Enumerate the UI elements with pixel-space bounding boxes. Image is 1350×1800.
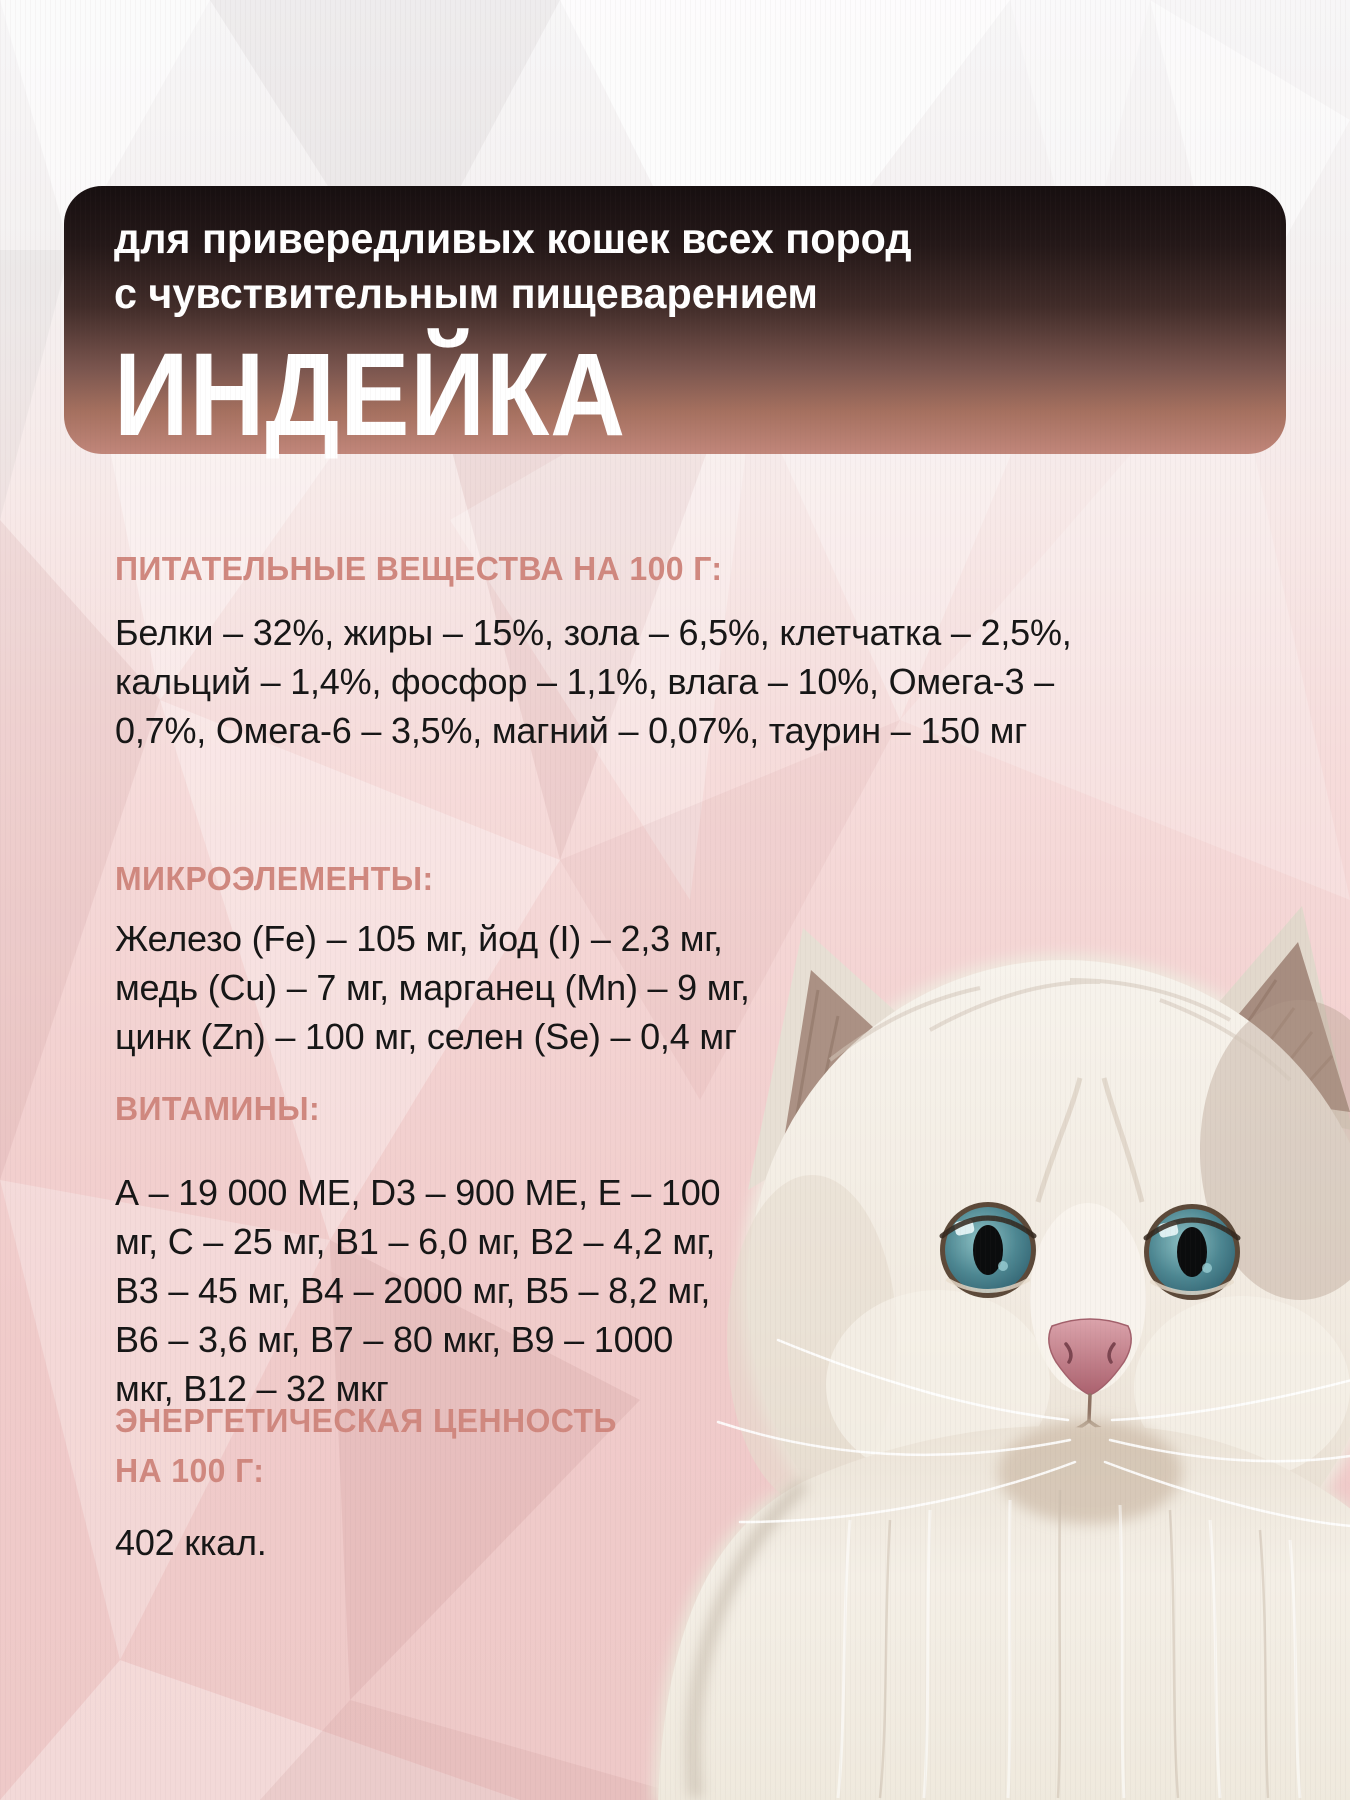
microelements-line: медь (Cu) – 7 мг, марганец (Mn) – 9 мг, bbox=[115, 967, 750, 1008]
nutrients-text: Белки – 32%, жиры – 15%, зола – 6,5%, кл… bbox=[115, 608, 1072, 755]
nutrients-heading: ПИТАТЕЛЬНЫЕ ВЕЩЕСТВА НА 100 Г: bbox=[115, 550, 723, 587]
banner-subtitle-line2: с чувствительным пищеварением bbox=[114, 270, 818, 318]
vitamins-line: А – 19 000 МЕ, D3 – 900 МЕ, Е – 100 bbox=[115, 1172, 721, 1213]
energy-value: 402 ккал. bbox=[115, 1518, 267, 1567]
cat-left-eye bbox=[939, 1202, 1037, 1298]
product-banner: для привередливых кошек всех пород с чув… bbox=[64, 186, 1286, 457]
microelements-text: Железо (Fe) – 105 мг, йод (I) – 2,3 мг, … bbox=[115, 914, 750, 1061]
cat-nose bbox=[1048, 1318, 1132, 1396]
energy-heading-line2: НА 100 Г: bbox=[115, 1452, 265, 1489]
vitamins-line: мкг, В12 – 32 мкг bbox=[115, 1368, 389, 1409]
cat-right-eye bbox=[1143, 1204, 1241, 1300]
vitamins-line: мг, С – 25 мг, В1 – 6,0 мг, В2 – 4,2 мг, bbox=[115, 1221, 716, 1262]
vitamins-text: А – 19 000 МЕ, D3 – 900 МЕ, Е – 100 мг, … bbox=[115, 1168, 721, 1413]
nutrients-line: Белки – 32%, жиры – 15%, зола – 6,5%, кл… bbox=[115, 612, 1072, 653]
vitamins-line: В6 – 3,6 мг, В7 – 80 мкг, В9 – 1000 bbox=[115, 1319, 674, 1360]
energy-value-line: 402 ккал. bbox=[115, 1522, 267, 1563]
energy-heading-line1: ЭНЕРГЕТИЧЕСКАЯ ЦЕННОСТЬ bbox=[115, 1402, 617, 1439]
product-flavor-title: ИНДЕЙКА bbox=[114, 329, 627, 461]
vitamins-heading: ВИТАМИНЫ: bbox=[115, 1090, 321, 1127]
banner-subtitle: для привередливых кошек всех пород с чув… bbox=[114, 212, 912, 322]
microelements-heading: МИКРОЭЛЕМЕНТЫ: bbox=[115, 860, 434, 897]
nutrients-line: кальций – 1,4%, фосфор – 1,1%, влага – 1… bbox=[115, 661, 1054, 702]
cat-whiskers bbox=[716, 1338, 1350, 1528]
banner-subtitle-line1: для привередливых кошек всех пород bbox=[114, 215, 912, 263]
cat-chest bbox=[658, 1426, 1350, 1800]
cat-photo bbox=[652, 906, 1350, 1800]
microelements-line: цинк (Zn) – 100 мг, селен (Se) – 0,4 мг bbox=[115, 1016, 737, 1057]
vitamins-line: В3 – 45 мг, В4 – 2000 мг, В5 – 8,2 мг, bbox=[115, 1270, 711, 1311]
energy-heading: ЭНЕРГЕТИЧЕСКАЯ ЦЕННОСТЬ НА 100 Г: bbox=[115, 1396, 617, 1496]
microelements-line: Железо (Fe) – 105 мг, йод (I) – 2,3 мг, bbox=[115, 918, 723, 959]
nutrients-line: 0,7%, Омега-6 – 3,5%, магний – 0,07%, та… bbox=[115, 710, 1028, 751]
